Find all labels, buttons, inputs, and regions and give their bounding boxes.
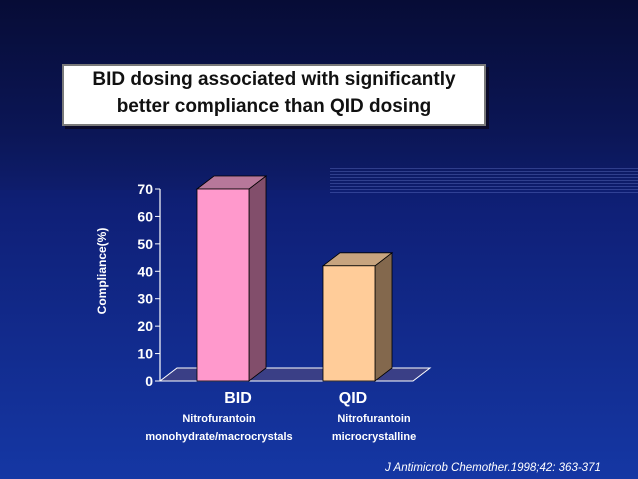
qid-description: Nitrofurantoin microcrystalline bbox=[318, 410, 430, 446]
y-tick-label: 30 bbox=[137, 291, 153, 307]
bar-qid bbox=[322, 265, 376, 382]
y-tick-label: 0 bbox=[145, 373, 153, 389]
y-tick-label: 20 bbox=[137, 318, 153, 334]
qid-description-line-2: microcrystalline bbox=[331, 431, 417, 443]
y-tick-label: 50 bbox=[137, 236, 153, 252]
title-line-1: BID dosing associated with significantly bbox=[92, 69, 456, 90]
y-tick-label: 70 bbox=[137, 181, 153, 197]
bid-description-line-1: Nitrofurantoin bbox=[182, 413, 256, 425]
title-line-2: better compliance than QID dosing bbox=[116, 96, 432, 117]
slide-title: BID dosing associated with significantly… bbox=[62, 64, 486, 126]
y-axis-title: Compliance(%) bbox=[95, 228, 109, 315]
chart-labels: 0 10 20 30 40 50 60 70 Compliance(%) BID QID bbox=[95, 181, 367, 407]
bid-description-line-2: monohydrate/macrocrystals bbox=[145, 431, 293, 443]
y-tick-label: 10 bbox=[137, 346, 153, 362]
y-tick-label: 60 bbox=[137, 208, 153, 224]
x-category-label-bid: BID bbox=[224, 390, 252, 407]
citation: J Antimicrob Chemother.1998;42: 363-371 bbox=[385, 462, 601, 474]
chart-bars bbox=[195, 175, 394, 382]
bar-qid-side bbox=[374, 251, 393, 382]
bid-description: Nitrofurantoin monohydrate/macrocrystals bbox=[128, 410, 310, 446]
bar-bid bbox=[196, 188, 250, 382]
x-category-label-qid: QID bbox=[339, 390, 367, 407]
y-tick-label: 40 bbox=[137, 263, 153, 279]
bar-bid-side bbox=[248, 175, 267, 382]
decorative-stripes bbox=[330, 168, 638, 194]
qid-description-line-1: Nitrofurantoin bbox=[337, 413, 411, 425]
